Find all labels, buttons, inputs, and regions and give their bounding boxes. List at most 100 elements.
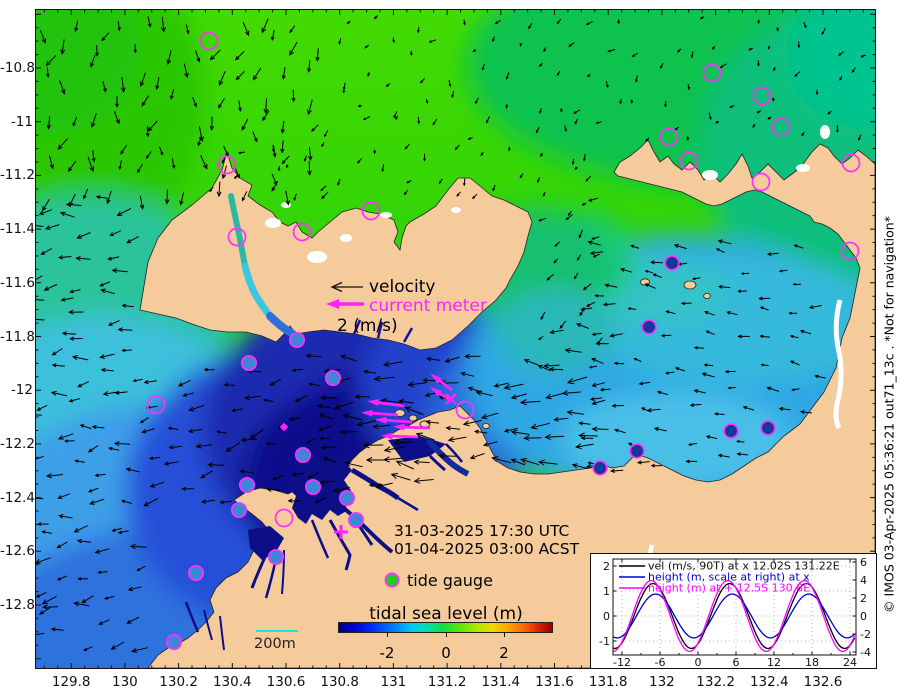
velocity-arrow (170, 88, 175, 100)
velocity-arrow (317, 425, 332, 432)
land-mainland-east (147, 139, 875, 668)
current-meter-arrowhead (361, 409, 373, 417)
inset-tick-label: 0 (695, 656, 702, 669)
velocity-arrow (107, 256, 120, 261)
velocity-arrow (318, 413, 334, 420)
velocity-arrow (409, 50, 413, 57)
velocity-arrow (317, 404, 332, 409)
velocity-arrow (650, 463, 662, 468)
velocity-arrow (314, 496, 328, 504)
velocity-arrow (166, 50, 172, 66)
velocity-arrow (587, 240, 601, 246)
velocity-arrow (595, 121, 602, 124)
velocity-arrow (362, 441, 384, 449)
velocity-arrow (44, 224, 60, 230)
velocity-arrow (160, 16, 166, 33)
velocity-arrow (181, 486, 195, 491)
velocity-arrow (77, 381, 90, 388)
velocity-arrow (74, 459, 85, 463)
velocity-arrow (294, 395, 308, 403)
velocity-arrow (687, 83, 691, 91)
current-meter-arrowhead (367, 399, 379, 406)
velocity-arrow (766, 386, 780, 392)
velocity-arrow (630, 244, 640, 249)
velocity-arrow (460, 371, 475, 377)
velocity-arrow (793, 244, 804, 249)
velocity-arrow (538, 335, 544, 341)
velocity-arrow (588, 365, 598, 369)
site-circle-dark (641, 319, 657, 335)
velocity-arrow (107, 320, 120, 326)
velocity-arrow (287, 498, 302, 504)
velocity-arrow (464, 353, 481, 359)
velocity-arrow (218, 98, 225, 109)
velocity-arrow (693, 389, 706, 394)
velocity-arrow (76, 538, 92, 544)
velocity-arrow (565, 214, 573, 221)
x-tick-label: 131.6 (535, 674, 574, 690)
velocity-arrow (617, 19, 621, 25)
velocity-arrow (619, 267, 633, 273)
velocity-arrow (395, 115, 398, 121)
velocity-arrow (373, 149, 377, 155)
velocity-arrow (346, 20, 351, 25)
velocity-arrow (748, 47, 754, 51)
velocity-arrow (638, 381, 651, 386)
islands (394, 278, 711, 429)
legend-current-meter-label: current meter (369, 296, 487, 316)
velocity-arrow (147, 120, 158, 132)
velocity-arrow (839, 75, 843, 82)
velocity-arrow (717, 239, 732, 245)
velocity-arrow (649, 260, 663, 265)
velocity-arrow (542, 191, 546, 197)
velocity-arrow (585, 175, 592, 182)
velocity-arrow (177, 379, 191, 387)
velocity-arrow (133, 43, 137, 54)
velocity-arrow (609, 333, 623, 338)
site-circle-filled (294, 446, 312, 464)
velocity-arrow (344, 461, 363, 468)
site-circle-open (146, 395, 166, 415)
velocity-arrow (689, 403, 702, 407)
velocity-arrow (493, 382, 509, 388)
velocity-arrow (67, 160, 77, 173)
inset-timeseries-plot: -12 -6 0 6 12 18 24 2 1 0 -1 6 4 2 0 -2 -4 vel (m/s, 90T)… (590, 553, 877, 669)
velocity-arrow (308, 147, 313, 162)
site-circle-filled (288, 331, 306, 349)
velocity-arrow (519, 42, 523, 47)
scalebar-label: 200m (254, 636, 296, 652)
velocity-arrow (280, 140, 285, 154)
velocity-arrow (752, 123, 756, 128)
legend-vector-scale-label: 2 (m/s) (337, 316, 398, 336)
velocity-arrow (192, 97, 197, 108)
velocity-arrow (188, 404, 205, 412)
velocity-arrow (339, 429, 358, 435)
velocity-arrow (338, 38, 342, 45)
velocity-arrow (599, 387, 611, 392)
velocity-arrow (591, 426, 609, 432)
velocity-arrow (589, 250, 604, 256)
velocity-arrow (413, 459, 430, 465)
velocity-arrow (475, 390, 493, 397)
inset-tick-label: 18 (805, 656, 819, 669)
velocity-arrow (111, 527, 123, 532)
velocity-arrow (97, 570, 108, 574)
velocity-arrow (87, 444, 99, 453)
site-circle-dark (629, 443, 645, 459)
velocity-arrow (238, 100, 242, 113)
velocity-arrow (43, 284, 58, 291)
velocity-arrow (419, 77, 425, 84)
velocity-arrow (79, 424, 92, 430)
velocity-arrow (50, 390, 68, 397)
velocity-arrow (576, 254, 582, 261)
velocity-arrow (590, 358, 604, 365)
velocity-arrow (627, 307, 637, 311)
velocity-arrow (773, 66, 776, 72)
velocity-arrow (71, 355, 89, 361)
velocity-arrow (664, 100, 667, 108)
velocity-arrow (197, 135, 202, 147)
velocity-arrow (535, 127, 540, 134)
velocity-arrow (266, 487, 281, 492)
velocity-arrow (539, 108, 542, 115)
velocity-arrow (203, 367, 215, 372)
